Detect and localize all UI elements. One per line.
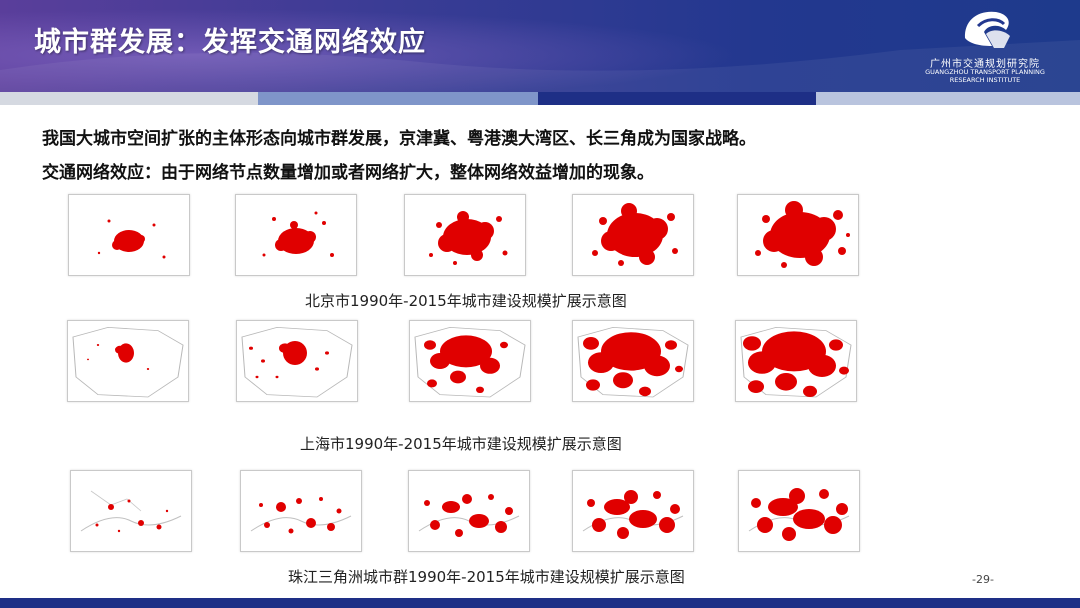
caption-beijing: 北京市1990年-2015年城市建设规模扩展示意图	[305, 292, 627, 310]
institute-logo: 广州市交通规划研究院 GUANGZHOU TRANSPORT PLANNING …	[900, 6, 1070, 86]
beijing-map-2010	[572, 194, 694, 276]
shanghai-map-2010	[572, 320, 694, 402]
shanghai-map-2015	[735, 320, 857, 402]
beijing-map-2000	[404, 194, 526, 276]
body-text-line2: 交通网络效应：由于网络节点数量增加或者网络扩大，整体网络效益增加的现象。	[42, 163, 654, 183]
body-text-line1: 我国大城市空间扩张的主体形态向城市群发展，京津冀、粤港澳大湾区、长三角成为国家战…	[42, 129, 756, 149]
divider-stripe	[816, 92, 1080, 105]
logo-english-line1: GUANGZHOU TRANSPORT PLANNING	[925, 68, 1045, 76]
prd-map-1995	[240, 470, 362, 552]
beijing-map-1995	[235, 194, 357, 276]
logo-name: 广州市交通规划研究院	[930, 59, 1040, 70]
header-background	[0, 0, 1080, 92]
divider-stripe	[538, 92, 816, 105]
divider-stripe	[258, 92, 538, 105]
prd-map-2000	[408, 470, 530, 552]
logo-emblem-icon	[964, 11, 1010, 48]
page-number: -29-	[972, 573, 994, 586]
prd-map-1990	[70, 470, 192, 552]
divider-stripe	[0, 92, 258, 105]
shanghai-map-1990	[67, 320, 189, 402]
prd-map-2010	[572, 470, 694, 552]
shanghai-map-2000	[409, 320, 531, 402]
page-title: 城市群发展：发挥交通网络效应	[34, 27, 426, 58]
beijing-map-2015	[737, 194, 859, 276]
prd-map-2015	[738, 470, 860, 552]
caption-prd: 珠江三角洲城市群1990年-2015年城市建设规模扩展示意图	[288, 568, 685, 586]
slide-header: 城市群发展：发挥交通网络效应 广州市交通规划研究院 GUANGZHOU TRAN…	[0, 0, 1080, 92]
logo-english-line2: RESEARCH INSTITUTE	[949, 76, 1021, 84]
shanghai-map-1995	[236, 320, 358, 402]
caption-shanghai: 上海市1990年-2015年城市建设规模扩展示意图	[300, 435, 622, 453]
footer-bar	[0, 598, 1080, 608]
beijing-map-1990	[68, 194, 190, 276]
